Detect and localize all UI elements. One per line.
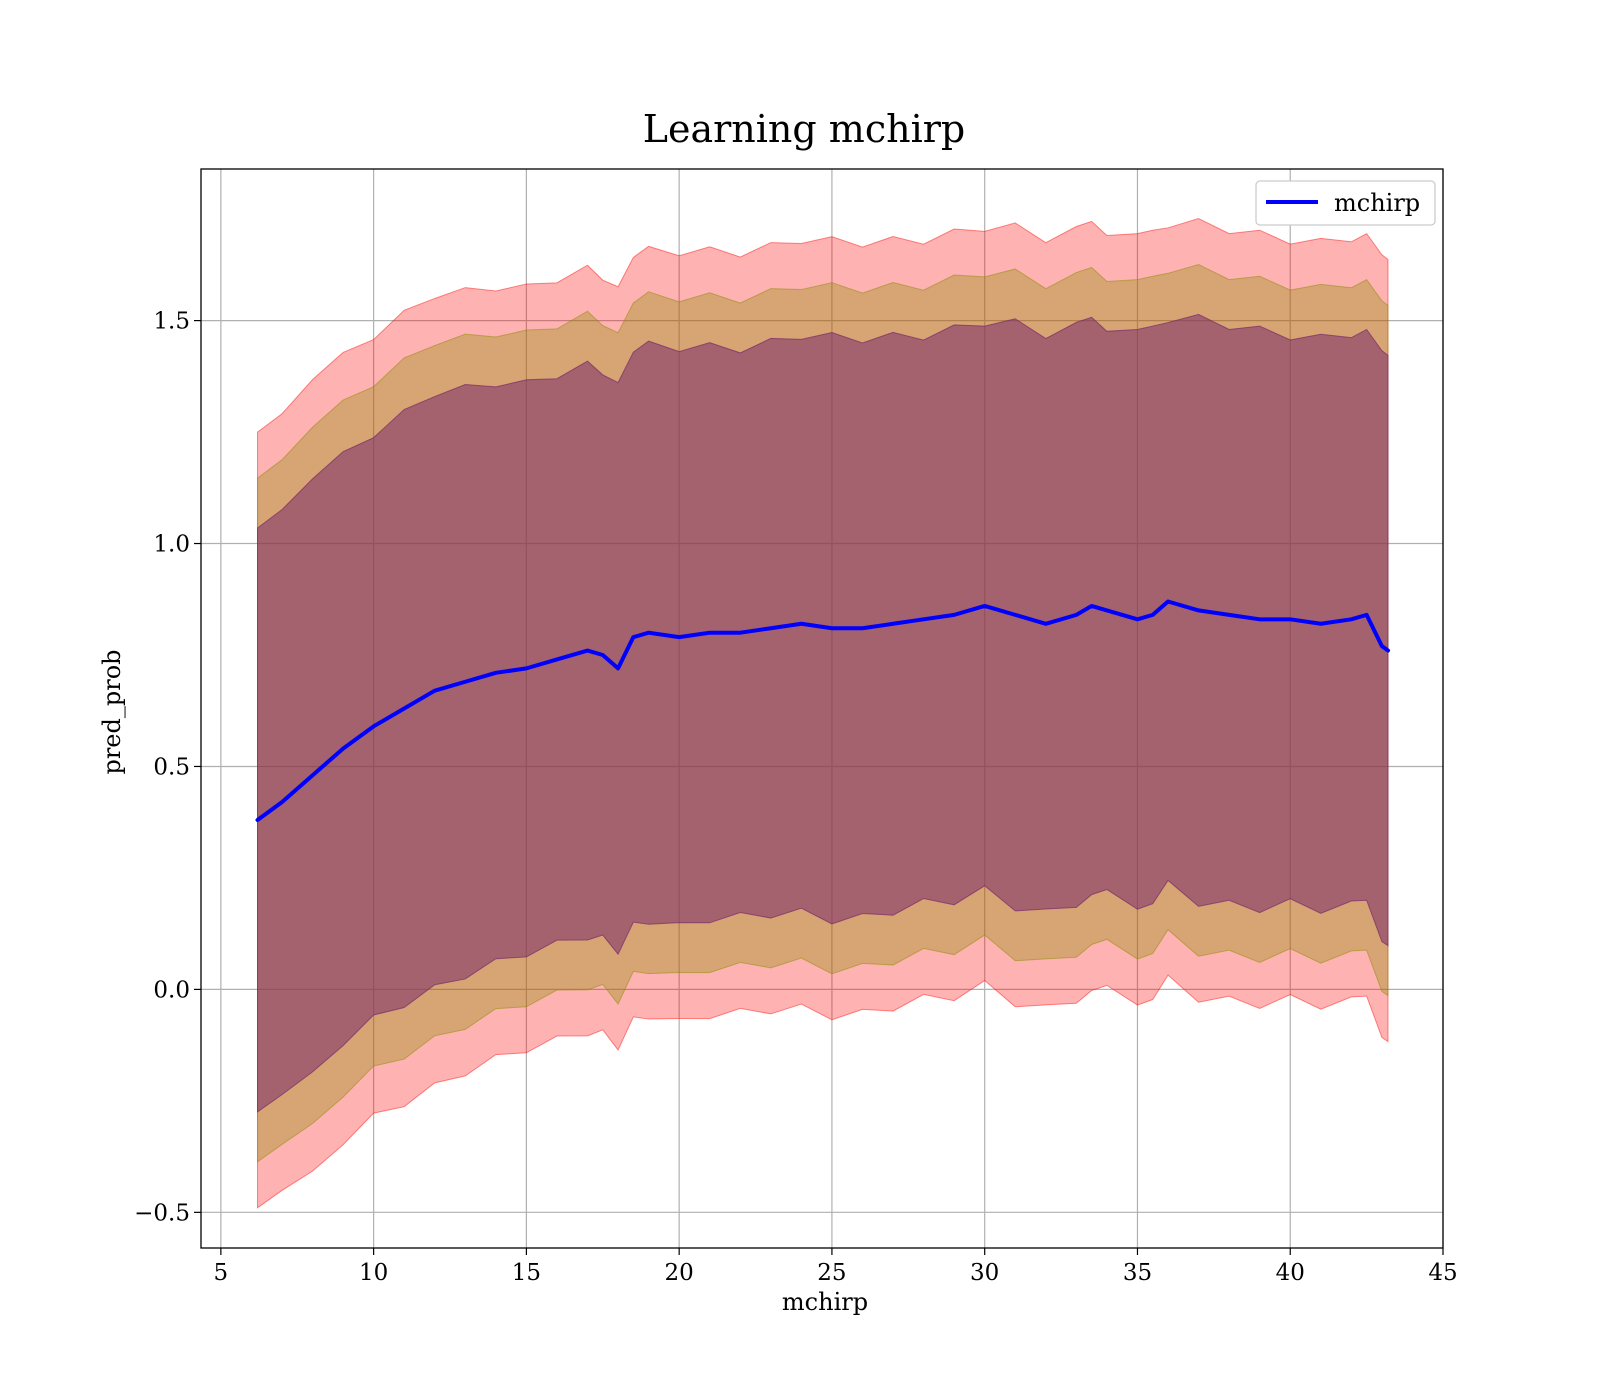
y-axis-label: pred_prob <box>98 649 126 774</box>
y-tick-label: 1.5 <box>153 309 190 335</box>
legend-box <box>1255 180 1436 226</box>
x-tick-label: 20 <box>665 1260 694 1286</box>
x-tick-label: 5 <box>214 1260 229 1286</box>
plot-frame <box>200 168 1444 1249</box>
x-tick-label: 15 <box>512 1260 541 1286</box>
x-tick-label: 45 <box>1428 1260 1457 1286</box>
confidence-band-3 <box>257 313 1389 1113</box>
confidence-bands <box>257 218 1389 1209</box>
chart-title: Learning mchirp <box>643 107 965 151</box>
x-tick-label: 25 <box>817 1260 846 1286</box>
y-axis-ticks: −0.5 0.0 0.5 1.0 1.5 <box>134 309 201 1226</box>
y-tick-label: 0.5 <box>153 754 190 780</box>
legend-label-mchirp: mchirp <box>1334 189 1420 217</box>
x-axis-ticks: 5 10 15 20 25 30 35 40 45 <box>214 1248 1458 1286</box>
y-tick-label: 0.0 <box>153 977 190 1003</box>
x-tick-label: 30 <box>970 1260 999 1286</box>
y-tick-label: 1.0 <box>153 532 190 558</box>
x-tick-label: 35 <box>1123 1260 1152 1286</box>
series-line-mchirp <box>255 599 1390 822</box>
x-tick-label: 40 <box>1276 1260 1305 1286</box>
series-lines <box>255 599 1390 822</box>
y-tick-label: −0.5 <box>134 1200 190 1226</box>
x-tick-label: 10 <box>359 1260 388 1286</box>
legend: mchirp <box>1255 180 1436 226</box>
x-axis-label: mchirp <box>782 1288 868 1316</box>
